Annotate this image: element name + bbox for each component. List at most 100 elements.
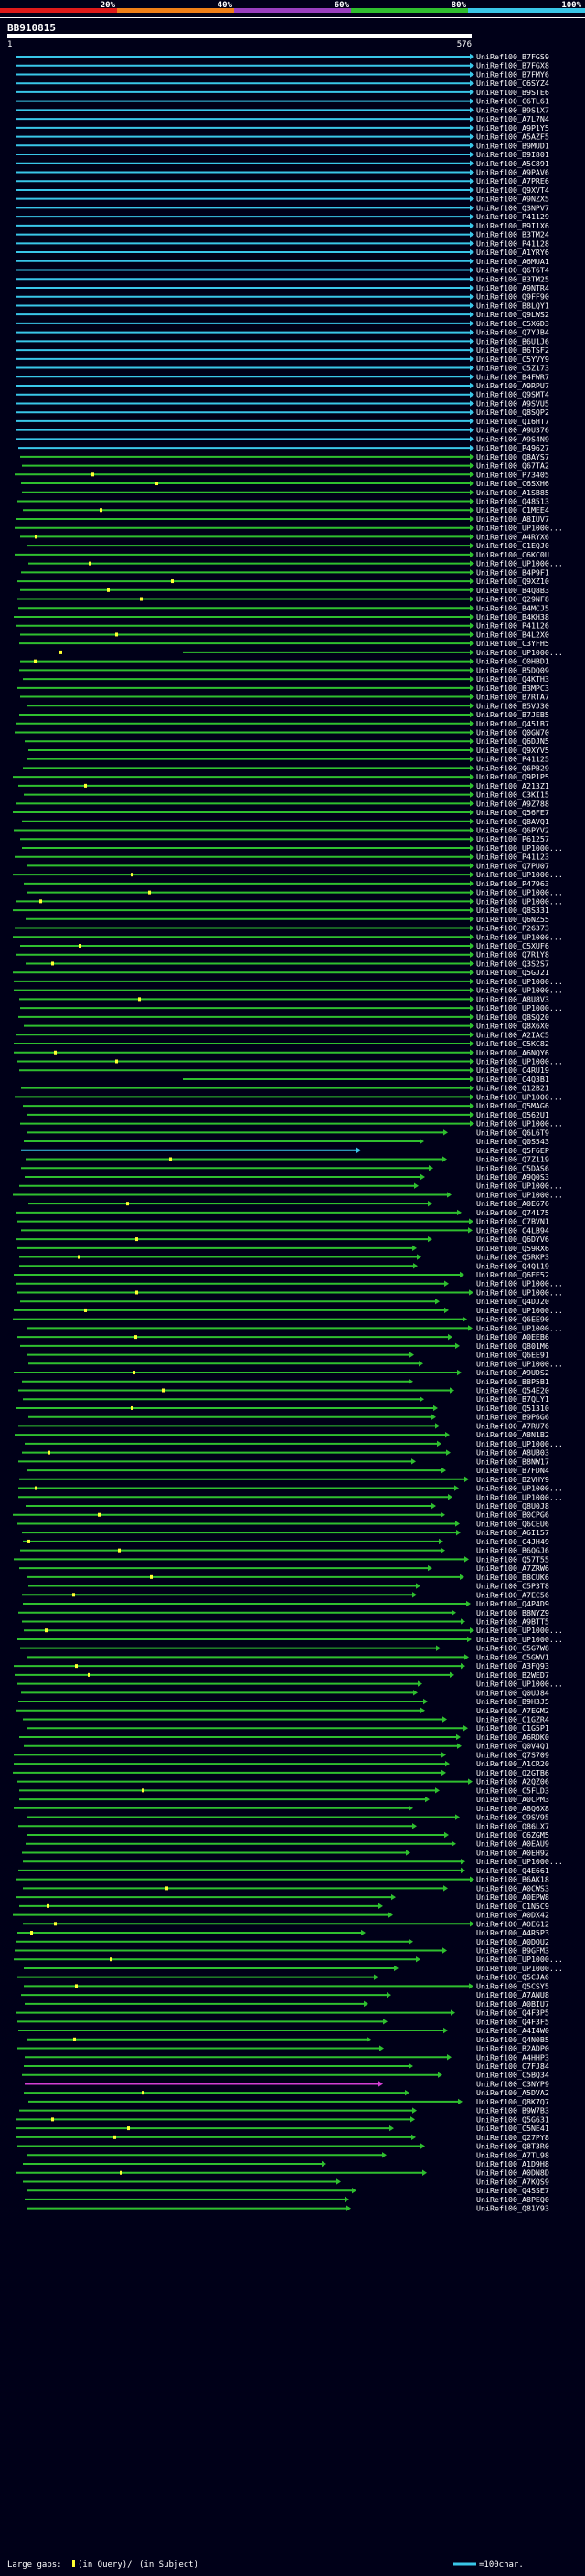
hit-label: UniRef100_P49627 bbox=[476, 443, 549, 452]
hit-label: UniRef100_A0EEB6 bbox=[476, 1332, 549, 1341]
hit-arrow bbox=[452, 1840, 456, 1847]
hit-label: UniRef100_A6MUA1 bbox=[476, 257, 549, 266]
hit-arrow bbox=[470, 996, 474, 1002]
hit-label: UniRef100_A0EPW8 bbox=[476, 1892, 549, 1902]
hit-label: UniRef100_A7RU76 bbox=[476, 1421, 549, 1430]
hit-arrow bbox=[470, 62, 474, 69]
gap-marker bbox=[155, 482, 158, 486]
hit-label: UniRef100_C1EQJ0 bbox=[476, 541, 549, 550]
hit-arrow bbox=[470, 418, 474, 425]
hit-arrow bbox=[454, 1485, 459, 1491]
hit-arrow bbox=[470, 534, 474, 540]
hit-label: UniRef100_A5DVA2 bbox=[476, 2088, 549, 2097]
hit-label: UniRef100_A8Q6X8 bbox=[476, 1804, 549, 1813]
hit-arrow bbox=[470, 311, 474, 318]
hit-arrow bbox=[417, 1254, 421, 1260]
hit-label: UniRef100_UP1000... bbox=[476, 1190, 563, 1199]
hit-label: UniRef100_B8P5B1 bbox=[476, 1377, 549, 1386]
hit-arrow bbox=[455, 1814, 460, 1820]
hit-label: UniRef100_Q2GTB6 bbox=[476, 1768, 549, 1777]
hit-label: UniRef100_C1G5P1 bbox=[476, 1723, 549, 1733]
hit-arrow bbox=[378, 1903, 383, 1910]
hit-arrow bbox=[470, 631, 474, 638]
hit-arrow bbox=[470, 987, 474, 993]
hit-arrow bbox=[470, 1058, 474, 1065]
hit-arrow bbox=[470, 916, 474, 923]
hit-arrow bbox=[470, 258, 474, 264]
hit-label: UniRef100_C6SXH6 bbox=[476, 479, 549, 488]
hit-label: UniRef100_Q6PB29 bbox=[476, 763, 549, 772]
hit-label: UniRef100_Q5F6EP bbox=[476, 1146, 549, 1155]
hit-arrow bbox=[470, 960, 474, 967]
hit-label: UniRef100_B6U1J6 bbox=[476, 336, 549, 345]
hit-label: UniRef100_C6ZGM5 bbox=[476, 1830, 549, 1839]
hit-label: UniRef100_A5C891 bbox=[476, 159, 549, 168]
hit-label: UniRef100_Q4N0B5 bbox=[476, 2035, 549, 2044]
hit-label: UniRef100_A9Q0S3 bbox=[476, 1172, 549, 1182]
hit-label: UniRef100_Q8T3R0 bbox=[476, 2142, 549, 2151]
hit-arrow bbox=[461, 1618, 465, 1625]
hit-label: UniRef100_B9W7B3 bbox=[476, 2106, 549, 2115]
hit-label: UniRef100_A1YRY6 bbox=[476, 248, 549, 257]
hit-label: UniRef100_C4LB94 bbox=[476, 1225, 549, 1235]
hit-arrow bbox=[409, 1938, 413, 1945]
gap-marker bbox=[148, 890, 151, 895]
hit-arrow bbox=[470, 827, 474, 833]
hit-arrow bbox=[470, 791, 474, 798]
hit-arrow bbox=[470, 898, 474, 905]
hit-label: UniRef100_C5Z173 bbox=[476, 364, 549, 373]
hit-arrow bbox=[470, 836, 474, 843]
hit-arrow bbox=[470, 515, 474, 523]
gap-marker bbox=[135, 1290, 138, 1295]
hit-arrow bbox=[470, 569, 474, 576]
hit-arrow bbox=[470, 213, 474, 220]
hit-label: UniRef100_Q8X6X0 bbox=[476, 1022, 549, 1031]
hit-label: UniRef100_Q3NPV7 bbox=[476, 203, 549, 212]
hit-arrow bbox=[470, 71, 474, 78]
hit-arrow bbox=[441, 1769, 446, 1776]
hit-arrow bbox=[444, 1307, 449, 1314]
hit-label: UniRef100_B7FMY6 bbox=[476, 69, 549, 79]
scale-tick-label: 20% bbox=[101, 1, 116, 10]
hit-arrow bbox=[470, 729, 474, 736]
hit-arrow bbox=[470, 462, 474, 469]
gap-marker bbox=[34, 659, 37, 663]
hit-label: UniRef100_B7RTA7 bbox=[476, 693, 549, 702]
gap-marker bbox=[54, 1050, 57, 1055]
hit-label: UniRef100_Q74175 bbox=[476, 1208, 549, 1217]
hit-label: UniRef100_B5DQ09 bbox=[476, 665, 549, 674]
hit-label: UniRef100_B4KH38 bbox=[476, 612, 549, 621]
hit-label: UniRef100_P73405 bbox=[476, 470, 549, 479]
gap-marker bbox=[169, 1157, 172, 1161]
hit-label: UniRef100_UP1000... bbox=[476, 1626, 563, 1635]
hit-arrow bbox=[470, 809, 474, 816]
hit-label: UniRef100_B9STE6 bbox=[476, 88, 549, 97]
hit-arrow bbox=[470, 800, 474, 807]
hit-arrow bbox=[470, 1076, 474, 1083]
hit-label: UniRef100_A7ANU8 bbox=[476, 1990, 549, 1999]
hit-arrow bbox=[470, 124, 474, 132]
hit-arrow bbox=[470, 818, 474, 824]
hit-arrow bbox=[470, 329, 474, 335]
hit-arrow bbox=[470, 320, 474, 327]
hit-arrow bbox=[470, 560, 474, 567]
hit-label: UniRef100_B7JEB5 bbox=[476, 710, 549, 719]
hit-arrow bbox=[470, 738, 474, 745]
gap-marker bbox=[171, 579, 174, 584]
hit-label: UniRef100_Q6EE52 bbox=[476, 1270, 549, 1279]
gap-marker bbox=[133, 1371, 135, 1375]
hit-label: UniRef100_A9Z788 bbox=[476, 799, 549, 808]
hit-arrow bbox=[470, 444, 474, 451]
hit-arrow bbox=[470, 1102, 474, 1109]
hit-label: UniRef100_UP1000... bbox=[476, 524, 563, 533]
hit-arrow bbox=[346, 2205, 351, 2211]
hit-arrow bbox=[470, 133, 474, 140]
hit-arrow bbox=[470, 782, 474, 790]
gap-marker bbox=[54, 1922, 57, 1926]
hit-arrow bbox=[457, 1369, 462, 1376]
hit-label: UniRef100_Q4SSE7 bbox=[476, 2186, 549, 2195]
hit-label: UniRef100_Q57T55 bbox=[476, 1554, 549, 1564]
hit-label: UniRef100_B7QLY1 bbox=[476, 1394, 549, 1404]
hit-label: UniRef100_Q9P1P5 bbox=[476, 772, 549, 781]
hit-label: UniRef100_A1D9H8 bbox=[476, 2159, 549, 2168]
